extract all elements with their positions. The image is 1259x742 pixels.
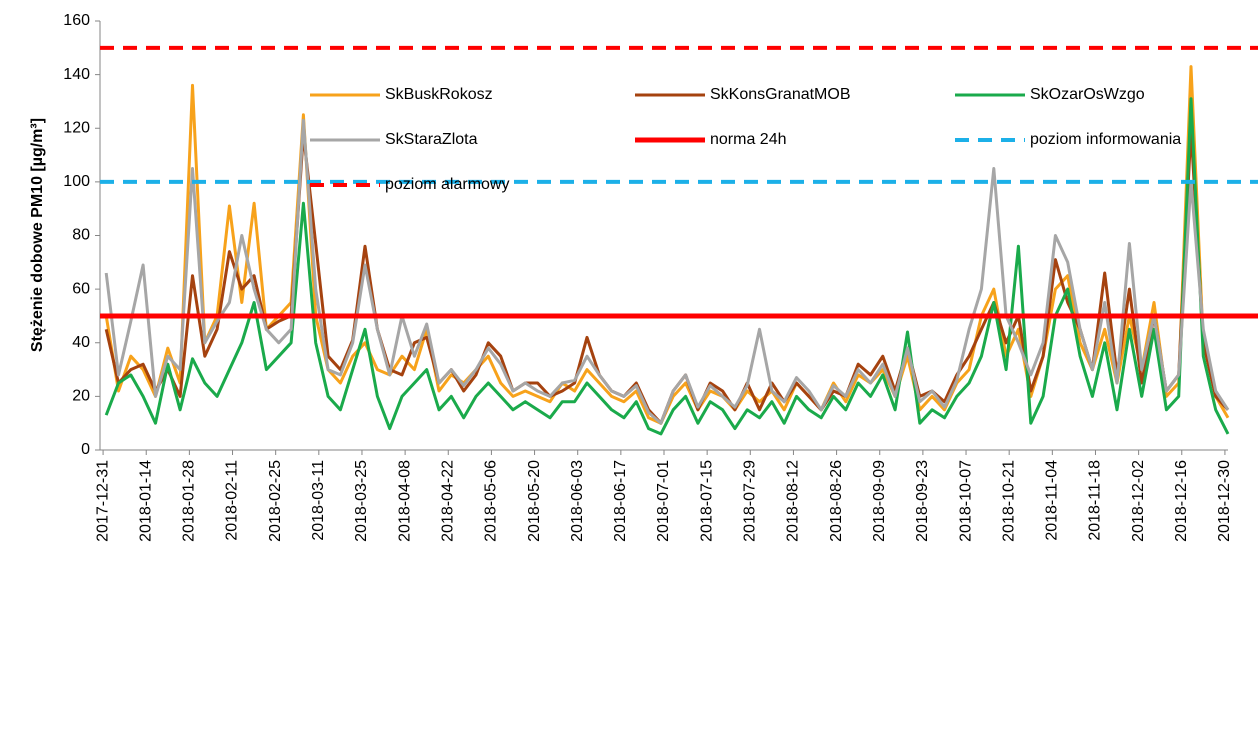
series-line <box>104 118 1230 425</box>
x-tick-label: 2018-11-18 <box>1087 460 1104 541</box>
x-tick-label: 2018-01-28 <box>181 460 198 542</box>
x-tick-label: 2018-08-26 <box>828 460 845 542</box>
y-axis-label: Stężenie dobowe PM10 [µg/m³] <box>29 118 46 352</box>
x-tick-label: 2018-06-17 <box>612 460 629 542</box>
legend-label: SkOzarOsWzgo <box>1030 86 1145 103</box>
legend-label: SkKonsGranatMOB <box>710 86 851 103</box>
legend-label: norma 24h <box>710 131 787 148</box>
series-line <box>104 97 1230 436</box>
y-tick-label: 160 <box>63 12 90 29</box>
x-tick-label: 2018-08-12 <box>785 460 802 542</box>
x-tick-label: 2018-12-16 <box>1173 460 1190 542</box>
x-tick-label: 2018-03-25 <box>353 460 370 542</box>
y-tick-label: 100 <box>63 173 90 190</box>
x-tick-label: 2018-04-22 <box>439 460 456 542</box>
x-tick-label: 2018-07-29 <box>742 460 759 542</box>
x-tick-label: 2018-07-01 <box>655 460 672 542</box>
y-tick-label: 140 <box>63 66 90 83</box>
series-line <box>104 126 1230 425</box>
x-tick-label: 2018-02-25 <box>267 460 284 542</box>
x-tick-label: 2018-05-20 <box>526 460 543 542</box>
x-tick-label: 2018-12-02 <box>1130 460 1147 542</box>
y-tick-label: 120 <box>63 119 90 136</box>
x-tick-label: 2018-04-08 <box>396 460 413 542</box>
x-tick-label: 2018-01-14 <box>137 460 154 542</box>
legend-label: SkStaraZlota <box>385 131 478 148</box>
legend-label: poziom alarmowy <box>385 176 509 193</box>
x-tick-label: 2018-06-03 <box>569 460 586 542</box>
y-tick-label: 0 <box>81 441 90 458</box>
x-tick-label: 2018-07-15 <box>698 460 715 542</box>
legend-label: poziom informowania <box>1030 131 1181 148</box>
y-tick-label: 60 <box>72 280 90 297</box>
legend-label: SkBuskRokosz <box>385 86 493 103</box>
x-tick-label: 2018-10-21 <box>1000 460 1017 542</box>
x-tick-label: 2018-03-11 <box>310 460 327 541</box>
x-tick-label: 2018-09-23 <box>914 460 931 542</box>
y-tick-label: 20 <box>72 388 90 405</box>
y-tick-label: 40 <box>72 334 90 351</box>
x-tick-label: 2018-10-07 <box>957 460 974 542</box>
y-tick-label: 80 <box>72 227 90 244</box>
x-tick-label: 2018-11-04 <box>1044 460 1061 541</box>
x-tick-label: 2017-12-31 <box>94 460 111 542</box>
x-tick-label: 2018-12-30 <box>1216 460 1233 542</box>
x-tick-label: 2018-02-11 <box>224 460 241 541</box>
x-tick-label: 2018-09-09 <box>871 460 888 542</box>
x-tick-label: 2018-05-06 <box>483 460 500 542</box>
